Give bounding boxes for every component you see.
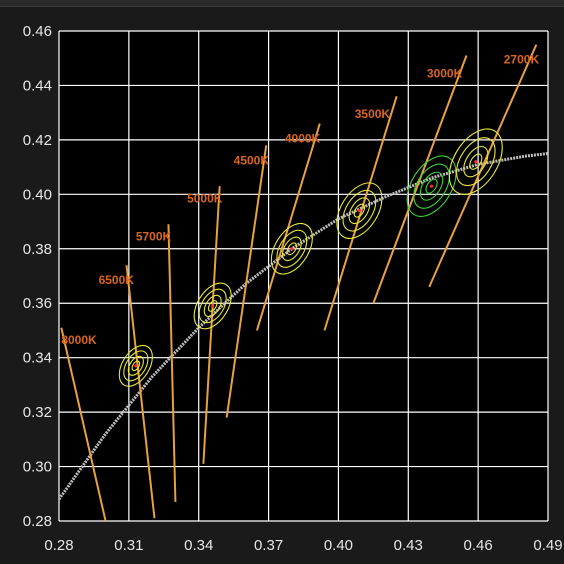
cct-label-5000k: 5000K — [187, 192, 223, 206]
ellipse-step-4 — [406, 155, 457, 217]
x-tick-label: 0.37 — [254, 537, 283, 554]
ellipse-step-1 — [131, 360, 141, 372]
ellipse-center-4000k — [290, 247, 294, 251]
macadam-ellipse-2700k — [448, 128, 503, 195]
ellipse-step-2 — [348, 197, 371, 225]
cct-label-6500k: 6500K — [99, 273, 135, 287]
cct-label-4000k: 4000K — [285, 132, 321, 146]
ellipse-step-4 — [193, 282, 232, 330]
ellipse-center-5000k — [211, 304, 215, 308]
isotherm-line-6500k — [125, 265, 156, 519]
cct-label-5700k: 5700K — [136, 230, 172, 244]
ellipse-step-3 — [342, 189, 377, 232]
x-tick-label: 0.49 — [533, 537, 562, 554]
window-top-bar — [0, 0, 564, 7]
ellipse-step-3 — [123, 350, 149, 382]
planckian-locus — [59, 152, 548, 501]
y-tick-label: 0.30 — [23, 459, 52, 476]
y-tick-label: 0.46 — [23, 23, 52, 40]
ellipse-step-2 — [463, 145, 489, 178]
y-tick-label: 0.36 — [23, 295, 52, 312]
cct-label-8000k: 8000K — [61, 333, 97, 347]
ellipse-step-2 — [281, 236, 302, 262]
plot-area — [59, 31, 548, 521]
ellipse-step-1 — [425, 178, 438, 194]
isotherm-line-5700k — [167, 224, 177, 502]
ellipse-step-1 — [353, 203, 366, 218]
ellipse-step-4 — [336, 182, 383, 239]
y-tick-label: 0.42 — [23, 132, 52, 149]
ellipse-step-3 — [198, 288, 227, 324]
isotherm-line-2700k — [428, 44, 538, 288]
y-tick-label: 0.40 — [23, 186, 52, 203]
x-tick-label: 0.40 — [324, 537, 353, 554]
x-tick-label: 0.31 — [114, 537, 143, 554]
ellipse-step-1 — [286, 242, 298, 256]
macadam-ellipse-5000k — [193, 282, 232, 330]
y-tick-label: 0.32 — [23, 404, 52, 421]
isotherm-line-3500k — [323, 96, 398, 331]
x-tick-label: 0.28 — [44, 537, 73, 554]
cct-label-2700k: 2700K — [504, 53, 540, 67]
ellipse-center-6500k — [134, 364, 138, 368]
ellipse-step-4 — [270, 222, 313, 275]
isotherm-line-4500k — [225, 145, 268, 418]
ellipse-step-1 — [469, 153, 483, 170]
macadam-ellipse-3500k — [336, 182, 383, 239]
isotherm-line-5000k — [202, 186, 221, 464]
cct-label-3000k: 3000K — [427, 66, 463, 80]
macadam-ellipse-4000k — [270, 222, 313, 275]
isotherm-line-8000k — [60, 327, 107, 521]
ellipse-step-1 — [207, 300, 218, 312]
ellipse-step-3 — [413, 163, 450, 209]
ellipse-step-4 — [448, 128, 503, 195]
ellipse-step-4 — [118, 344, 153, 387]
ellipse-step-2 — [127, 355, 144, 376]
y-tick-label: 0.44 — [23, 77, 52, 94]
cct-label-3500k: 3500K — [355, 107, 391, 121]
isotherm-line-3000k — [372, 55, 468, 304]
ellipse-step-2 — [419, 171, 444, 201]
ellipse-center-2700k — [474, 160, 478, 164]
macadam-ellipse-3000k — [406, 155, 457, 217]
isotherm-line-4000k — [255, 123, 321, 331]
x-tick-label: 0.46 — [464, 537, 493, 554]
ellipse-step-3 — [456, 137, 496, 187]
ellipse-step-2 — [203, 294, 222, 318]
ellipse-step-3 — [276, 229, 308, 268]
ellipse-center-3500k — [357, 209, 361, 213]
x-tick-label: 0.34 — [184, 537, 213, 554]
ellipse-center-3000k — [429, 184, 434, 188]
cct-label-4500k: 4500K — [234, 153, 270, 167]
y-tick-label: 0.28 — [23, 513, 52, 530]
x-tick-label: 0.43 — [394, 537, 423, 554]
y-tick-label: 0.38 — [23, 241, 52, 258]
macadam-ellipse-6500k — [118, 344, 153, 387]
y-tick-label: 0.34 — [23, 350, 52, 367]
